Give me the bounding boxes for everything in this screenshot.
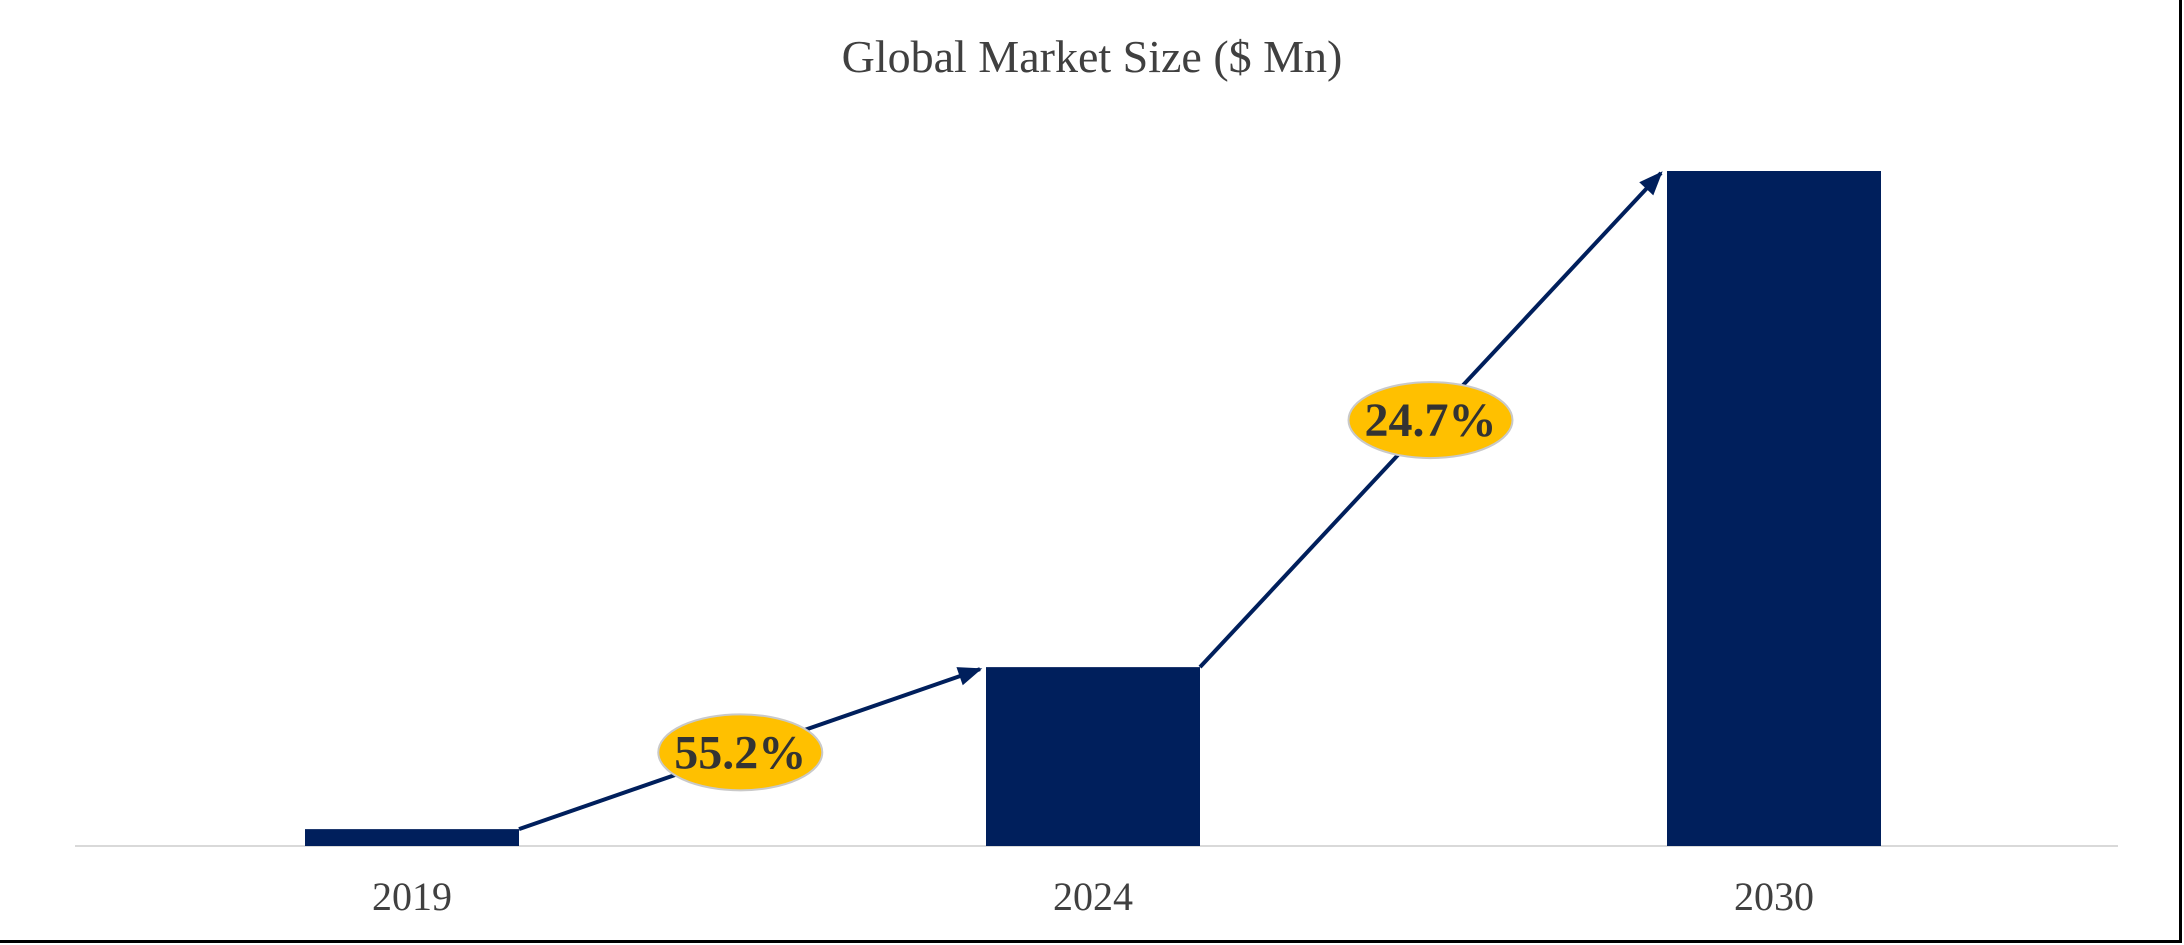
bar-2019 bbox=[305, 829, 519, 846]
x-tick-label-2019: 2019 bbox=[372, 874, 452, 919]
x-tick-label-2030: 2030 bbox=[1734, 874, 1814, 919]
growth-badge-2 bbox=[1347, 381, 1514, 460]
growth-label-2: 24.7% bbox=[1365, 394, 1497, 447]
growth-label-1: 55.2% bbox=[674, 726, 806, 779]
growth-badge-1 bbox=[657, 713, 824, 792]
x-tick-label-2024: 2024 bbox=[1053, 874, 1133, 919]
chart-title: Global Market Size ($ Mn) bbox=[841, 31, 1343, 82]
bar-2030 bbox=[1667, 171, 1881, 846]
bar-2024 bbox=[986, 667, 1200, 846]
